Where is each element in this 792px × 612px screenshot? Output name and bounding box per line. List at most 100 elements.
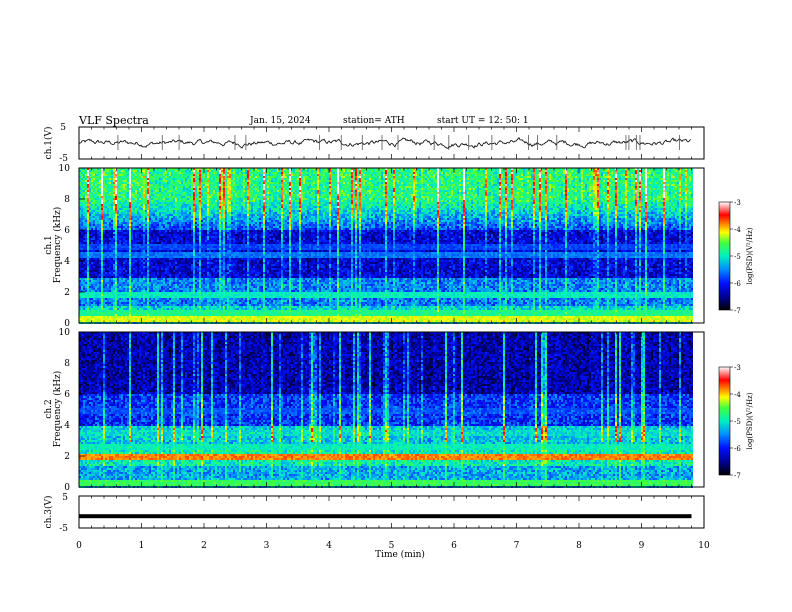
- spectrogram-cell: [287, 174, 289, 176]
- spectrogram-cell: [281, 170, 283, 172]
- spectrogram-cell: [201, 180, 203, 182]
- spectrogram-cell: [389, 182, 391, 184]
- spectrogram-cell: [275, 176, 277, 178]
- spectrogram-cell: [297, 182, 299, 184]
- spectrogram-cell: [609, 186, 611, 188]
- spectrogram-cell: [451, 170, 453, 172]
- spectrogram-cell: [81, 172, 83, 174]
- spectrogram-cell: [319, 186, 321, 188]
- spectrogram-cell: [341, 190, 343, 192]
- spectrogram-cell: [245, 172, 247, 174]
- spectrogram-cell: [497, 184, 499, 186]
- spectrogram-cell: [127, 172, 129, 174]
- spectrogram-cell: [97, 184, 99, 186]
- spectrogram-cell: [373, 180, 375, 182]
- spectrogram-cell: [453, 186, 455, 188]
- spectrogram-cell: [193, 174, 195, 176]
- spectrogram-cell: [689, 184, 691, 186]
- spectrogram-cell: [593, 172, 595, 174]
- spectrogram-cell: [539, 188, 541, 190]
- spectrogram-cell: [165, 190, 167, 192]
- spectrogram-cell: [329, 178, 331, 180]
- spectrogram-cell: [479, 176, 481, 178]
- spectrogram-cell: [175, 186, 177, 188]
- spectrogram-cell: [365, 174, 367, 176]
- spectrogram-cell: [661, 172, 663, 174]
- spectrogram-cell: [227, 188, 229, 190]
- spectrogram-cell: [331, 178, 333, 180]
- spectrogram-cell: [469, 188, 471, 190]
- spectrogram-cell: [605, 170, 607, 172]
- spectrogram-cell: [107, 186, 109, 188]
- spectrogram-cell: [483, 188, 485, 190]
- spectrogram-cell: [409, 170, 411, 172]
- spectrogram-cell: [213, 178, 215, 180]
- spectrogram-cell: [393, 178, 395, 180]
- spectrogram-cell: [259, 190, 261, 192]
- spectrogram-cell: [83, 190, 85, 192]
- spectrogram-cell: [529, 188, 531, 190]
- spectrogram-cell: [81, 182, 83, 184]
- spectrogram-cell: [489, 178, 491, 180]
- spectrogram-cell: [409, 176, 411, 178]
- spectrogram-cell: [395, 170, 397, 172]
- spectrogram-cell: [653, 180, 655, 182]
- spectrogram-cell: [259, 170, 261, 172]
- spectrogram-cell: [105, 190, 107, 192]
- spectrogram-cell: [325, 170, 327, 172]
- spectrogram-cell: [195, 186, 197, 188]
- spectrogram-cell: [151, 190, 153, 192]
- spectrogram-cell: [105, 180, 107, 182]
- spectrogram-cell: [297, 190, 299, 192]
- spectrogram-cell: [97, 182, 99, 184]
- spectrogram-cell: [321, 170, 323, 172]
- spectrogram-cell: [679, 180, 681, 182]
- spectrogram-cell: [219, 186, 221, 188]
- spectrogram-cell: [165, 188, 167, 190]
- spectrogram-cell: [159, 180, 161, 182]
- spectrogram-cell: [301, 190, 303, 192]
- spectrogram-cell: [337, 170, 339, 172]
- spectrogram-cell: [449, 184, 451, 186]
- spectrogram-cell: [441, 180, 443, 182]
- spectrogram-cell: [135, 188, 137, 190]
- spectrogram-cell: [275, 170, 277, 172]
- spectrogram-cell: [147, 188, 149, 190]
- spectrogram-cell: [263, 180, 265, 182]
- spectrogram-cell: [257, 186, 259, 188]
- spectrogram-cell: [91, 184, 93, 186]
- spectrogram-cell: [601, 172, 603, 174]
- spectrogram-cell: [579, 186, 581, 188]
- spectrogram-cell: [111, 172, 113, 174]
- spectrogram-cell: [439, 186, 441, 188]
- spectrogram-cell: [283, 172, 285, 174]
- spectrogram-cell: [223, 178, 225, 180]
- spectrogram-cell: [161, 174, 163, 176]
- spectrogram-cell: [591, 180, 593, 182]
- spectrogram-cell: [325, 188, 327, 190]
- spectrogram-cell: [115, 182, 117, 184]
- ch1-waveform-panel: 5 -5 ch.1(V): [43, 123, 704, 164]
- spectrogram-cell: [577, 180, 579, 182]
- spectrogram-cell: [363, 188, 365, 190]
- spectrogram-cell: [287, 188, 289, 190]
- spectrogram-cell: [87, 182, 89, 184]
- spectrogram-cell: [359, 170, 361, 172]
- spectrogram-cell: [461, 186, 463, 188]
- spectrogram-cell: [565, 174, 567, 176]
- spectrogram-cell: [523, 186, 525, 188]
- spectrogram-cell: [455, 180, 457, 182]
- spectrogram-cell: [273, 190, 275, 192]
- spectrogram-cell: [277, 190, 279, 192]
- spectrogram-cell: [353, 176, 355, 178]
- spectrogram-cell: [103, 172, 105, 174]
- spectrogram-cell: [381, 172, 383, 174]
- spectrogram-cell: [455, 186, 457, 188]
- spectrogram-cell: [501, 180, 503, 182]
- spectrogram-cell: [557, 188, 559, 190]
- spectrogram-cell: [617, 184, 619, 186]
- spectrogram-cell: [639, 188, 641, 190]
- spectrogram-cell: [289, 188, 291, 190]
- spectrogram-cell: [389, 170, 391, 172]
- spectrogram-cell: [431, 176, 433, 178]
